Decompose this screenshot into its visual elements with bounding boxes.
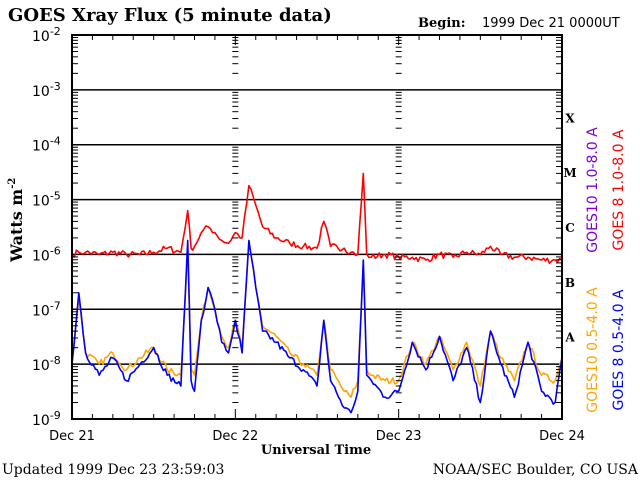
chart-title: GOES Xray Flux (5 minute data) bbox=[8, 5, 332, 26]
legend-entry: GOES10 1.0-8.0 A bbox=[585, 127, 601, 253]
y-tick-exponent: -8 bbox=[50, 354, 61, 367]
y-tick-exponent: -4 bbox=[50, 135, 61, 148]
flare-class-labels: X M C B A bbox=[563, 111, 576, 344]
y-tick-base: 10 bbox=[32, 303, 50, 319]
y-tick-exponent: -2 bbox=[50, 25, 61, 38]
y-tick-base: 10 bbox=[32, 29, 50, 45]
y-tick-label: 10-2 bbox=[32, 25, 61, 45]
y-tick-label: 10-7 bbox=[32, 299, 61, 319]
y-tick-label: 10-6 bbox=[32, 244, 61, 264]
y-axis-label: Watts m-2 bbox=[7, 178, 26, 263]
y-tick-label: 10-3 bbox=[32, 80, 61, 100]
flare-class-label: B bbox=[565, 276, 575, 290]
y-tick-exponent: -7 bbox=[50, 299, 61, 312]
x-tick-label: Dec 21 bbox=[49, 429, 95, 444]
begin-label: Begin: bbox=[418, 16, 466, 31]
y-tick-label: 10-4 bbox=[32, 135, 61, 155]
series-line bbox=[71, 242, 563, 399]
x-tick-label: Dec 23 bbox=[376, 429, 422, 444]
y-tick-base: 10 bbox=[32, 413, 50, 429]
x-tick-label: Dec 22 bbox=[212, 429, 258, 444]
y-tick-exponent: -3 bbox=[50, 80, 61, 93]
updated-timestamp: Updated 1999 Dec 23 23:59:03 bbox=[2, 462, 224, 478]
y-tick-base: 10 bbox=[32, 194, 50, 210]
x-axis-label: Universal Time bbox=[261, 443, 371, 458]
flare-class-label: A bbox=[564, 331, 575, 345]
series-line bbox=[71, 239, 563, 414]
flare-class-label: X bbox=[565, 111, 575, 125]
begin-value: 1999 Dec 21 0000UT bbox=[482, 16, 620, 31]
legend-entry: GOES 8 0.5-4.0 A bbox=[611, 289, 627, 410]
series-line bbox=[71, 172, 563, 265]
flare-class-label: M bbox=[563, 166, 576, 180]
grid bbox=[72, 89, 562, 365]
y-tick-label: 10-5 bbox=[32, 190, 61, 210]
y-tick-base: 10 bbox=[32, 358, 50, 374]
y-axis-label-text: Watts m bbox=[7, 189, 26, 263]
legend: GOES10 1.0-8.0 A GOES 8 1.0-8.0 A GOES10 0… bbox=[585, 127, 627, 413]
y-tick-base: 10 bbox=[32, 84, 50, 100]
y-tick-exponent: -6 bbox=[50, 244, 61, 257]
y-tick-base: 10 bbox=[32, 139, 50, 155]
flare-class-label: C bbox=[565, 221, 575, 235]
legend-entry: GOES 8 1.0-8.0 A bbox=[611, 129, 627, 250]
y-tick-label: 10-9 bbox=[32, 409, 61, 429]
y-tick-labels: 10-210-310-410-510-610-710-810-9 bbox=[32, 25, 61, 429]
axis-ticks bbox=[71, 35, 563, 419]
y-tick-base: 10 bbox=[32, 248, 50, 264]
x-tick-label: Dec 24 bbox=[539, 429, 585, 444]
y-tick-exponent: -9 bbox=[50, 409, 61, 422]
x-tick-labels: Dec 21 Dec 22 Dec 23 Dec 24 bbox=[49, 429, 585, 444]
series-group bbox=[71, 172, 563, 414]
y-tick-label: 10-8 bbox=[32, 354, 61, 374]
y-tick-exponent: -5 bbox=[50, 190, 61, 203]
data-source: NOAA/SEC Boulder, CO USA bbox=[433, 462, 639, 478]
legend-entry: GOES10 0.5-4.0 A bbox=[585, 287, 601, 413]
y-axis-label-exp: -2 bbox=[7, 178, 18, 189]
